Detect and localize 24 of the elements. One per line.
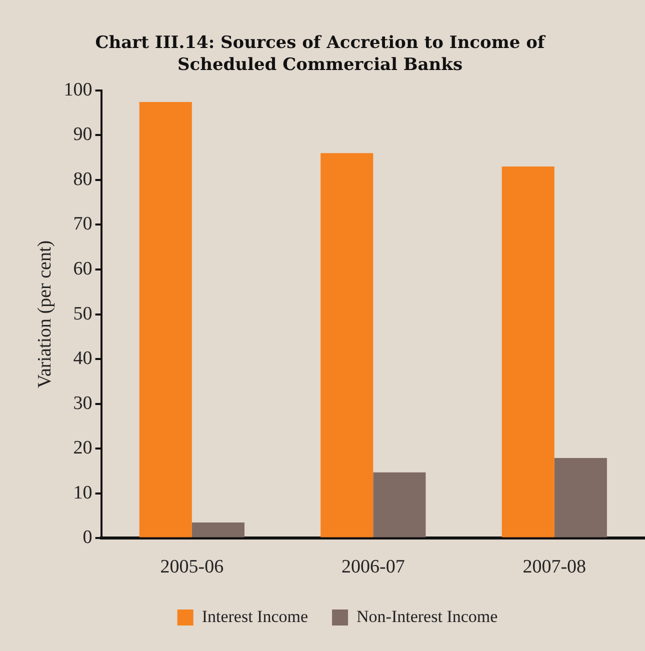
y-tick-label: 0 [82, 527, 92, 548]
x-tick-label: 2006-07 [341, 556, 405, 578]
y-tick-label: 60 [73, 258, 92, 280]
x-tick-label: 2007-08 [522, 556, 586, 578]
y-tick-label: 20 [73, 438, 92, 459]
y-tick-label: 90 [73, 124, 92, 146]
y-tick-label: 30 [73, 392, 92, 414]
bar [320, 153, 374, 538]
y-tick-label: 100 [64, 79, 92, 100]
legend-label: Non-Interest Income [356, 606, 498, 626]
y-tick-label: 10 [73, 482, 92, 504]
bar [373, 472, 426, 538]
y-axis-title: Variation (per cent) [34, 240, 56, 388]
bar [139, 102, 192, 538]
bar [554, 458, 607, 538]
x-tick-label: 2005-06 [160, 556, 224, 578]
legend-label: Interest Income [202, 606, 308, 626]
y-tick-label: 80 [73, 168, 92, 190]
y-tick-label: 50 [73, 303, 92, 324]
y-tick-label: 70 [73, 214, 92, 235]
bar [192, 522, 244, 538]
y-tick-label: 40 [73, 348, 92, 370]
chart-title: Chart III.14: Sources of Accretion to Income of Scheduled Commercial Banks [94, 32, 547, 76]
bar [502, 166, 554, 538]
